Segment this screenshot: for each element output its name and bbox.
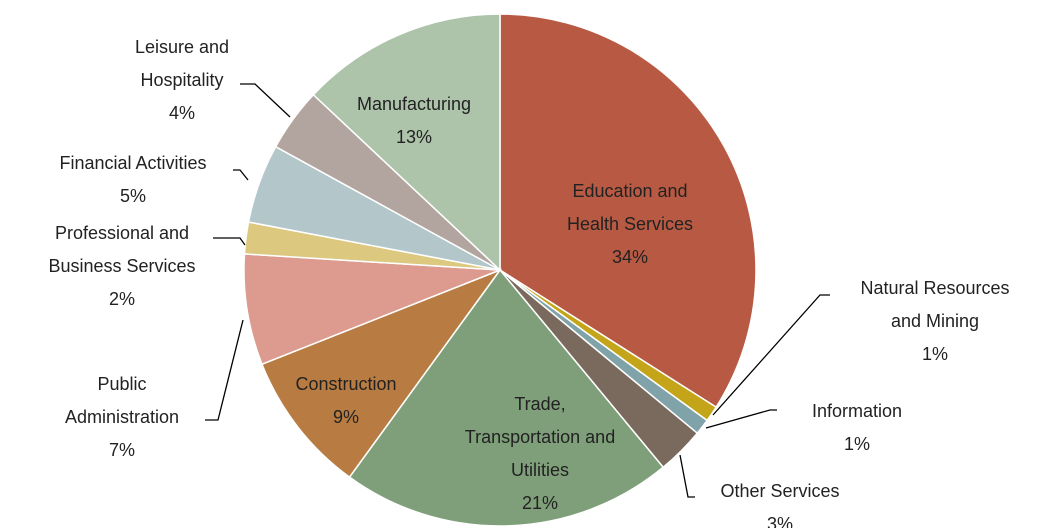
category-name: Leisure and Hospitality <box>134 37 230 90</box>
category-name: Construction <box>295 374 397 394</box>
leader-line <box>213 237 246 246</box>
slice-label: Financial Activities 5% <box>23 147 243 213</box>
percent-label: 34% <box>611 247 649 267</box>
category-name: Information <box>811 401 903 421</box>
category-name: Other Services <box>720 481 840 501</box>
percent-label: 7% <box>108 440 135 460</box>
slice-label: Natural Resources and Mining 1% <box>850 272 1020 371</box>
category-name: Public Administration <box>64 374 180 427</box>
percent-label: 13% <box>395 127 433 147</box>
leader-line <box>205 319 244 421</box>
category-name: Financial Activities <box>59 153 207 173</box>
slice-label: Leisure and Hospitality 4% <box>122 31 242 130</box>
category-name: Trade, Transportation and Utilities <box>464 394 616 480</box>
percent-label: 4% <box>168 103 195 123</box>
pie-slice <box>348 268 665 527</box>
category-name: Education and Health Services <box>566 181 694 234</box>
percent-label: 9% <box>332 407 359 427</box>
category-name: Professional and Business Services <box>48 223 196 276</box>
leader-line <box>233 169 249 181</box>
leader-line <box>712 294 830 416</box>
percent-label: 21% <box>521 493 559 513</box>
slice-label: Other Services 3% <box>680 475 880 528</box>
slice-label: Information 1% <box>782 395 932 461</box>
category-name: Natural Resources and Mining <box>860 278 1010 331</box>
pie-slice <box>499 13 757 409</box>
percent-label: 3% <box>766 514 793 528</box>
percent-label: 1% <box>843 434 870 454</box>
slice-label: Trade, Transportation and Utilities 21% <box>455 388 625 520</box>
pie-slice <box>243 253 501 366</box>
percent-label: 2% <box>108 289 135 309</box>
slice-label: Construction 9% <box>271 368 421 434</box>
category-name: Manufacturing <box>356 94 472 114</box>
pie-slice <box>312 13 501 272</box>
pie-slice <box>261 268 503 479</box>
slice-label: Manufacturing 13% <box>339 88 489 154</box>
percent-label: 1% <box>921 344 948 364</box>
leader-line <box>679 454 695 498</box>
slice-label: Public Administration 7% <box>57 368 187 467</box>
slice-label: Education and Health Services 34% <box>550 175 710 274</box>
leader-line <box>705 409 777 429</box>
leader-line <box>240 83 291 118</box>
percent-label: 5% <box>119 186 146 206</box>
slice-label: Professional and Business Services 2% <box>42 217 202 316</box>
